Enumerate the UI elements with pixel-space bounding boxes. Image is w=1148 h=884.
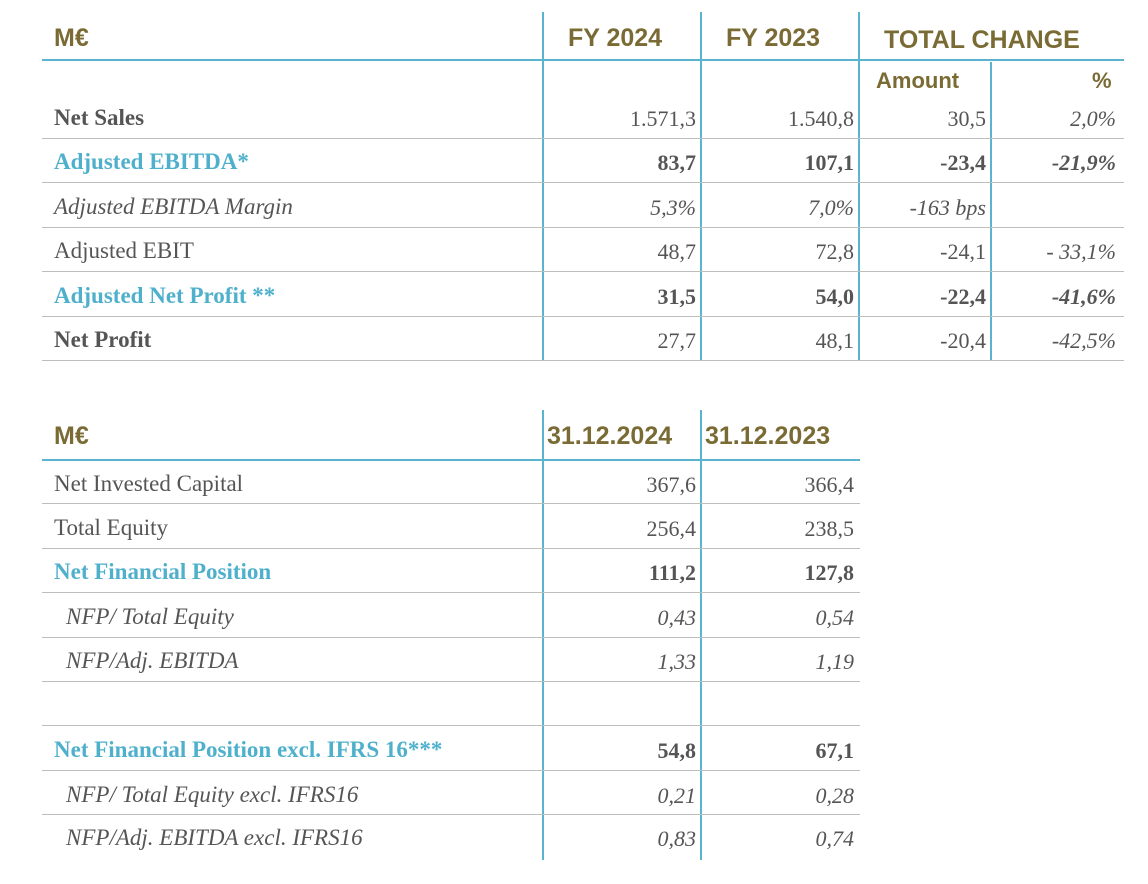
net-sales-fy2023: 1.540,8: [788, 106, 854, 131]
income-summary-table: M€ FY 2024 FY 2023 TOTAL CHANGE Amount %…: [42, 12, 1124, 362]
net-sales-pct: 2,0%: [1070, 106, 1116, 131]
row-divider: [42, 138, 1124, 139]
net-invested-capital-2024: 367,6: [646, 472, 697, 497]
row-label-adjusted-ebitda: Adjusted EBITDA*: [54, 149, 249, 174]
adjusted-ebit-fy2023: 72,8: [815, 239, 855, 264]
nfp-total-equity-2023: 0,54: [815, 605, 855, 630]
row-label-nfp-excl-ifrs16: Net Financial Position excl. IFRS 16***: [54, 737, 443, 762]
row-label-net-financial-position: Net Financial Position: [54, 559, 272, 584]
adjusted-ebitda-amount: -23,4: [940, 150, 986, 175]
total-equity-2024: 256,4: [646, 516, 697, 541]
row-divider: [42, 316, 1124, 317]
header-rule: [42, 459, 860, 461]
nfp-total-equity-excl-ifrs16-2023: 0,28: [815, 783, 855, 808]
date-2024-header: 31.12.2024: [547, 422, 673, 450]
net-invested-capital-2023: 366,4: [804, 472, 855, 497]
adjusted-ebit-amount: -24,1: [940, 239, 986, 264]
nfp-total-equity-excl-ifrs16-2024: 0,21: [657, 783, 697, 808]
ebitda-margin-fy2024: 5,3%: [650, 195, 696, 220]
row-label-adjusted-ebit: Adjusted EBIT: [54, 238, 194, 263]
row-label-total-equity: Total Equity: [54, 515, 169, 540]
total-change-header: TOTAL CHANGE: [884, 26, 1080, 54]
row-label-nfp-adj-ebitda: NFP/Adj. EBITDA: [66, 648, 239, 673]
column-divider: [858, 12, 860, 360]
nfp-adj-ebitda-2023: 1,19: [815, 649, 855, 674]
row-divider: [42, 503, 860, 504]
ebitda-margin-fy2023: 7,0%: [808, 195, 854, 220]
adjusted-net-profit-fy2023: 54,0: [815, 284, 855, 309]
row-label-adjusted-ebitda-margin: Adjusted EBITDA Margin: [54, 194, 293, 219]
adjusted-ebitda-fy2024: 83,7: [657, 150, 697, 175]
unit-header: M€: [54, 422, 89, 450]
column-divider: [542, 12, 544, 360]
row-label-nfp-total-equity-excl-ifrs16: NFP/ Total Equity excl. IFRS16: [66, 782, 359, 807]
net-sales-fy2024: 1.571,3: [630, 106, 696, 131]
net-profit-fy2023: 48,1: [815, 328, 855, 353]
row-label-net-invested-capital: Net Invested Capital: [54, 471, 244, 496]
nfp-adj-ebitda-2024: 1,33: [657, 649, 697, 674]
nfp-adj-ebitda-excl-ifrs16-2023: 0,74: [815, 826, 855, 851]
unit-header: M€: [54, 24, 89, 52]
fy2024-header: FY 2024: [568, 24, 663, 52]
row-divider: [42, 637, 860, 638]
row-divider: [42, 592, 860, 593]
row-divider: [42, 681, 860, 682]
row-divider: [42, 182, 1124, 183]
nfp-adj-ebitda-excl-ifrs16-2024: 0,83: [657, 826, 697, 851]
pct-subheader: %: [1092, 68, 1112, 93]
column-divider: [700, 410, 702, 860]
nfp-excl-ifrs16-2024: 54,8: [657, 738, 697, 763]
column-divider: [542, 410, 544, 860]
row-divider: [42, 770, 860, 771]
nfp-excl-ifrs16-2023: 67,1: [815, 738, 855, 763]
fy2023-header: FY 2023: [726, 24, 821, 52]
row-label-adjusted-net-profit: Adjusted Net Profit **: [54, 283, 276, 308]
net-profit-pct: -42,5%: [1051, 328, 1116, 353]
net-financial-position-2024: 111,2: [648, 560, 696, 585]
net-sales-amount: 30,5: [947, 106, 987, 131]
row-divider: [42, 271, 1124, 272]
header-rule: [42, 59, 1124, 61]
net-financial-position-2023: 127,8: [804, 560, 855, 585]
row-divider: [42, 814, 860, 815]
amount-subheader: Amount: [876, 68, 960, 93]
adjusted-ebitda-pct: -21,9%: [1051, 150, 1116, 175]
ebitda-margin-amount: -163 bps: [909, 195, 986, 220]
adjusted-net-profit-amount: -22,4: [940, 284, 986, 309]
adjusted-ebitda-fy2023: 107,1: [804, 150, 855, 175]
row-divider: [42, 725, 860, 726]
nfp-total-equity-2024: 0,43: [657, 605, 697, 630]
adjusted-net-profit-pct: -41,6%: [1051, 284, 1116, 309]
adjusted-ebit-fy2024: 48,7: [657, 239, 697, 264]
row-label-net-sales: Net Sales: [54, 105, 145, 130]
row-divider: [42, 548, 860, 549]
financial-position-table: M€ 31.12.2024 31.12.2023 Net Invested Ca…: [42, 410, 860, 860]
net-profit-amount: -20,4: [940, 328, 986, 353]
row-label-nfp-adj-ebitda-excl-ifrs16: NFP/Adj. EBITDA excl. IFRS16: [66, 825, 363, 850]
adjusted-net-profit-fy2024: 31,5: [657, 284, 697, 309]
date-2023-header: 31.12.2023: [705, 422, 831, 450]
net-profit-fy2024: 27,7: [657, 328, 697, 353]
adjusted-ebit-pct: - 33,1%: [1046, 239, 1116, 264]
row-divider: [42, 227, 1124, 228]
row-label-net-profit: Net Profit: [54, 327, 152, 352]
total-equity-2023: 238,5: [804, 516, 855, 541]
column-divider: [990, 62, 992, 360]
column-divider: [700, 12, 702, 360]
row-label-nfp-total-equity: NFP/ Total Equity: [66, 604, 234, 629]
row-divider: [42, 360, 1124, 361]
